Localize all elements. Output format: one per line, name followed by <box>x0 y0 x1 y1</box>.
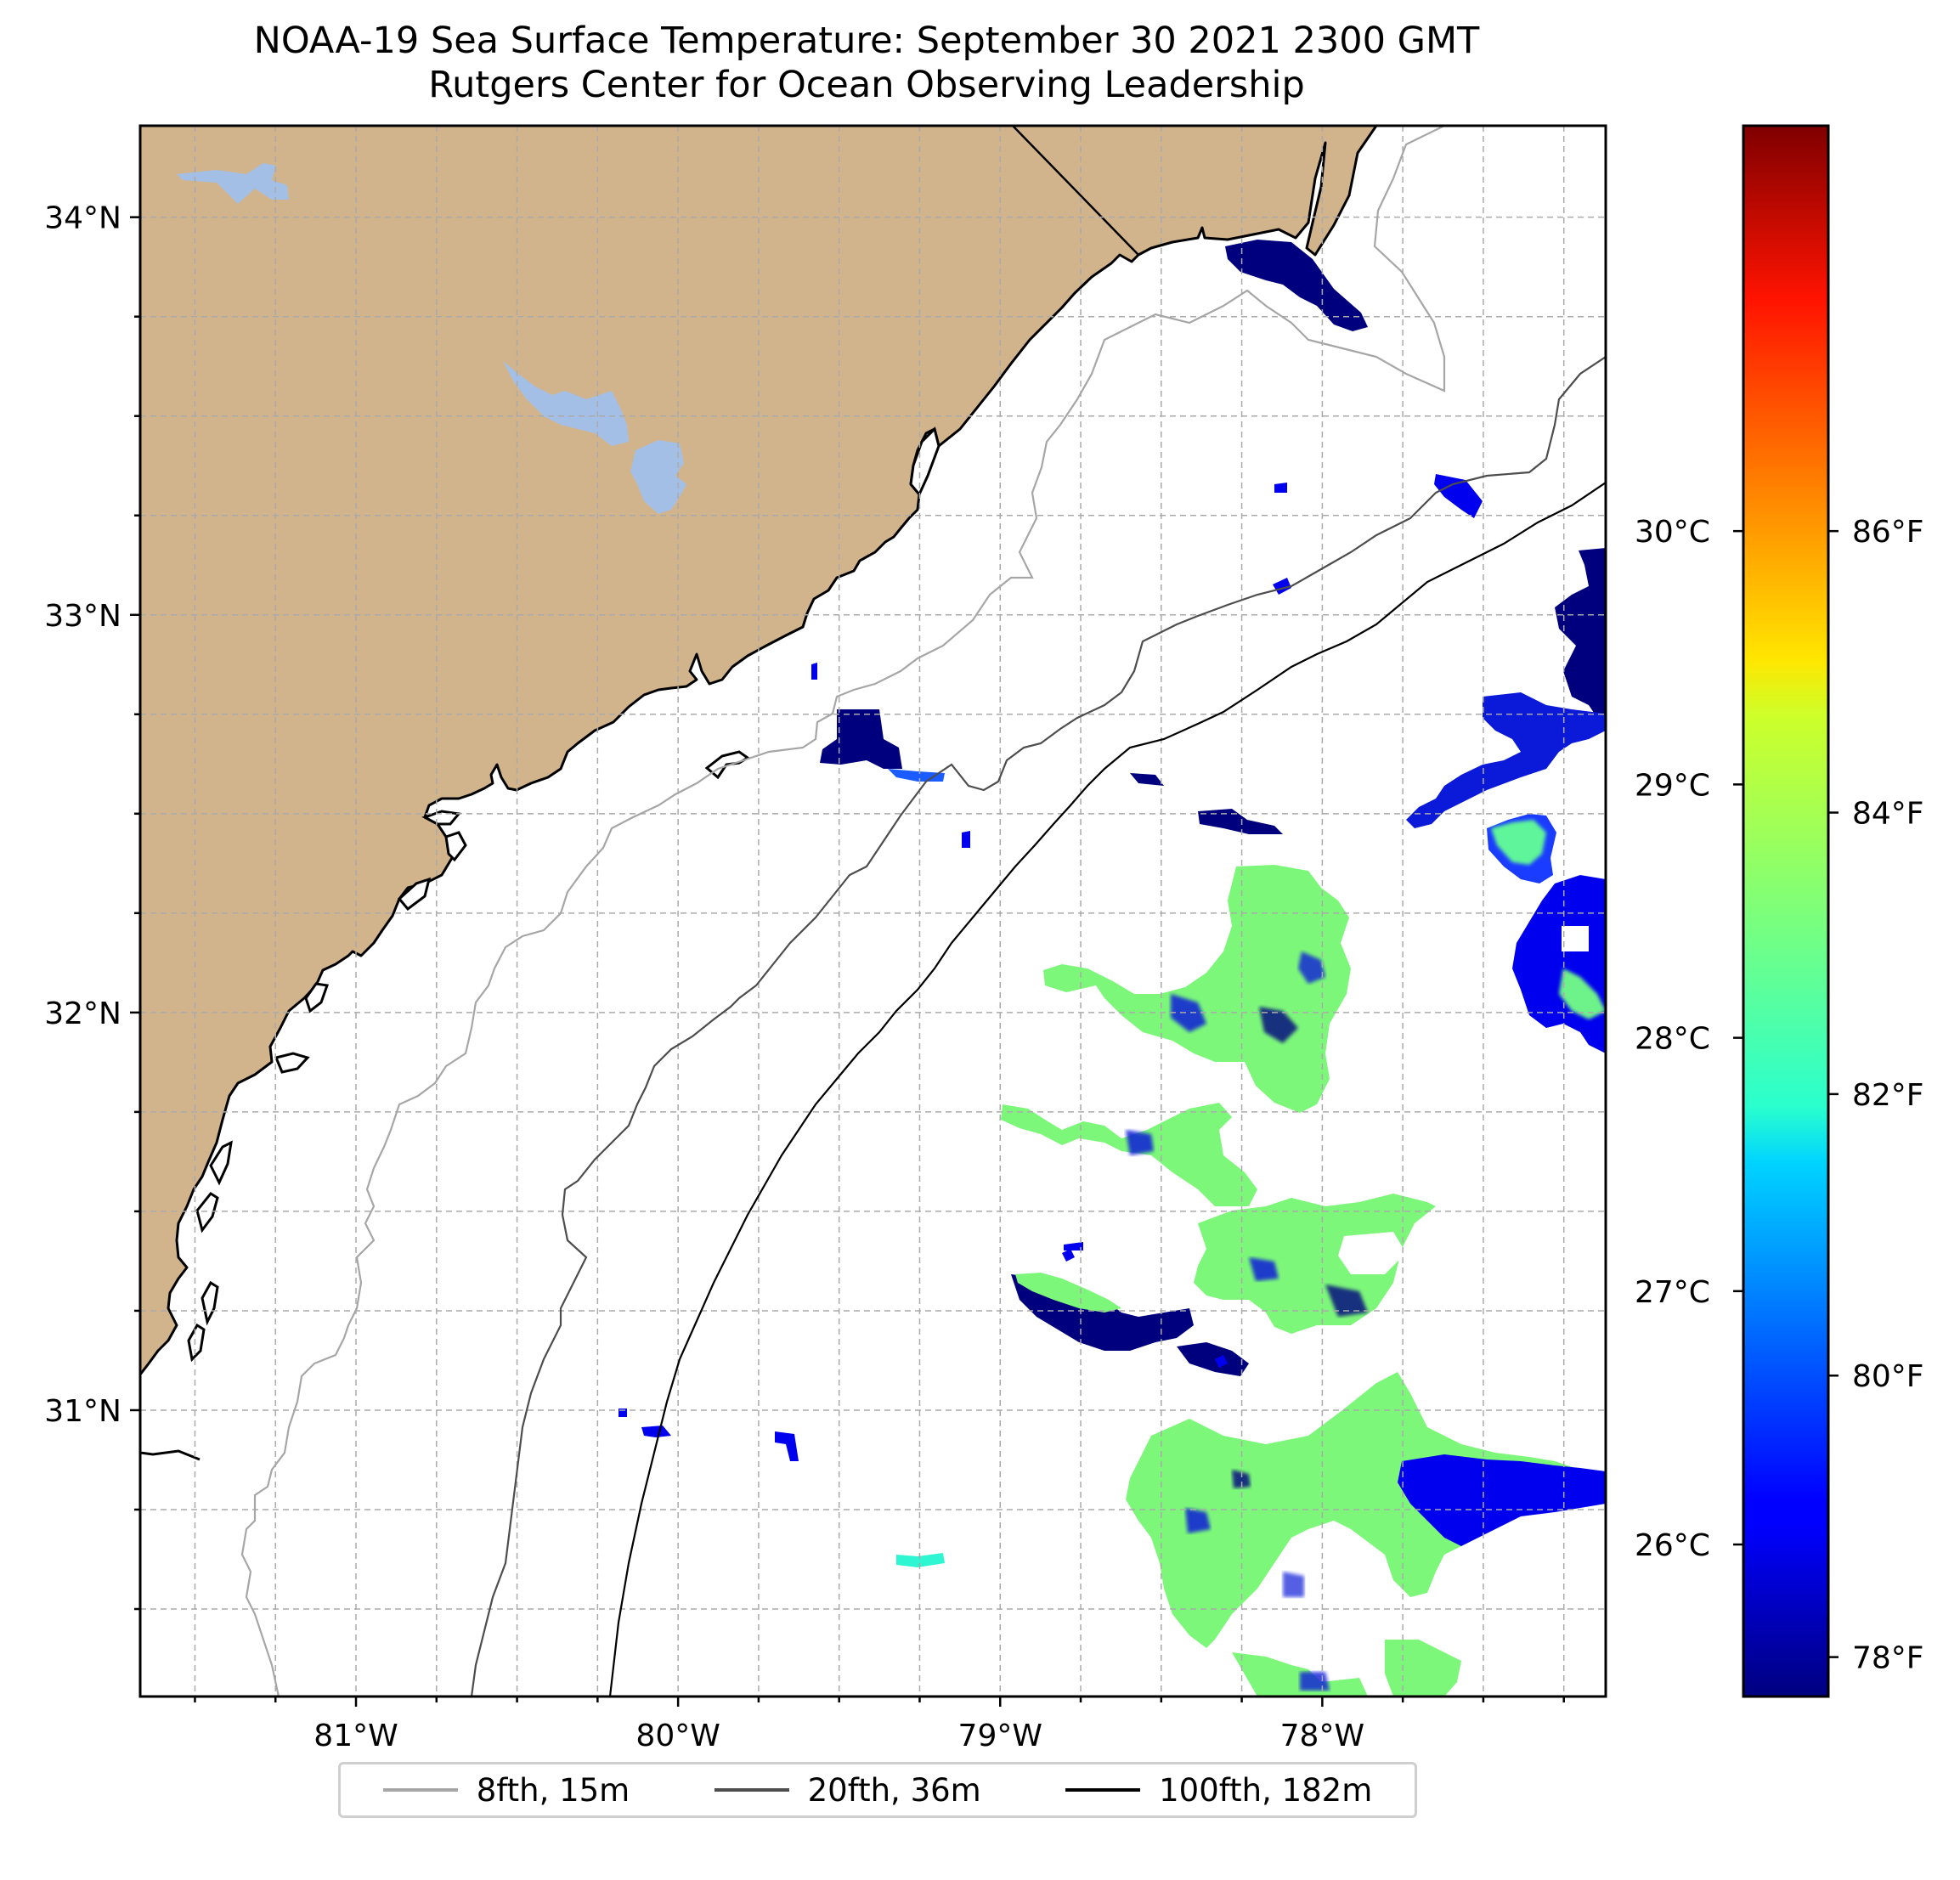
colorbar-label-fahrenheit: 86°F <box>1852 515 1924 550</box>
state-border <box>1012 126 1139 256</box>
colorbar-label-celsius: 26°C <box>1635 1528 1710 1563</box>
sst-patch <box>1559 968 1606 1019</box>
colorbar-ticks: 30°C 29°C 28°C 27°C 26°C 86°F 84°F 82°F 80°F 78°F <box>1635 515 1924 1675</box>
sst-patch <box>1259 1007 1298 1043</box>
colorbar-label-fahrenheit: 78°F <box>1852 1641 1924 1676</box>
sst-patch <box>1171 994 1206 1032</box>
sst-patch <box>1562 926 1589 951</box>
sst-patch <box>1043 865 1351 1113</box>
sst-patch <box>820 709 902 769</box>
sst-patch <box>1406 692 1606 828</box>
y-tick-label: 33°N <box>44 599 121 634</box>
sst-patch <box>1555 548 1606 731</box>
legend-item-20fth: 20fth, 36m <box>714 1771 981 1809</box>
isobath-8fth <box>240 126 1446 1697</box>
x-tick-label: 78°W <box>1280 1719 1364 1753</box>
sst-patch <box>1398 1454 1606 1546</box>
axis-ticks: 81°W 80°W 79°W 78°W 34°N 33°N 32°N 31°N <box>44 201 1565 1753</box>
x-tick-label: 80°W <box>635 1719 720 1753</box>
sst-patch <box>1274 483 1287 493</box>
title-line-2: Rutgers Center for Ocean Observing Leade… <box>428 64 1305 106</box>
y-tick-label: 32°N <box>44 996 121 1031</box>
sst-patch <box>1225 240 1368 331</box>
colorbar-label-fahrenheit: 84°F <box>1852 797 1924 832</box>
sst-patch <box>1298 951 1325 984</box>
sst-patch <box>775 1431 799 1461</box>
colorbar-label-fahrenheit: 82°F <box>1852 1078 1924 1113</box>
colorbar-label-fahrenheit: 80°F <box>1852 1359 1924 1394</box>
sst-patch <box>1015 1273 1121 1313</box>
title-line-1: NOAA-19 Sea Surface Temperature: Septemb… <box>253 20 1480 62</box>
y-tick-label: 31°N <box>44 1394 121 1429</box>
sst-patch <box>1385 1640 1461 1697</box>
sst-patch <box>1232 1470 1251 1488</box>
sst-patch <box>1283 1572 1304 1597</box>
coastal-island <box>444 831 467 862</box>
sst-patch <box>1064 1242 1083 1251</box>
colorbar <box>1742 124 1830 1698</box>
colorbar-label-celsius: 28°C <box>1635 1022 1710 1057</box>
x-tick-label: 79°W <box>958 1719 1042 1753</box>
state-border <box>140 1449 201 1461</box>
legend-label: 100fth, 182m <box>1159 1771 1373 1809</box>
coastal-island <box>209 1140 233 1186</box>
sst-patch <box>1491 820 1546 865</box>
coastal-island <box>909 426 940 497</box>
colorbar-label-celsius: 30°C <box>1635 515 1710 550</box>
legend-item-8fth: 8fth, 15m <box>382 1771 630 1809</box>
map-frame <box>138 124 1607 1698</box>
figure-title: NOAA-19 Sea Surface Temperature: Septemb… <box>0 19 1733 107</box>
lake <box>177 163 289 204</box>
y-tick-label: 34°N <box>44 201 121 236</box>
sst-patch <box>1177 1342 1249 1376</box>
gridlines <box>140 126 1606 1697</box>
sst-patch <box>1325 1284 1368 1317</box>
sst-patch <box>896 1553 945 1567</box>
sst-patch <box>811 663 817 680</box>
legend-swatch <box>714 1788 789 1792</box>
sst-patch <box>1434 474 1483 518</box>
map-area <box>140 126 1606 1697</box>
colorbar-label-celsius: 29°C <box>1635 768 1710 803</box>
sst-patch <box>1185 1508 1211 1533</box>
coastal-island <box>421 810 461 826</box>
legend-swatch <box>1065 1788 1141 1792</box>
lake <box>630 440 686 514</box>
colorbar-label-celsius: 27°C <box>1635 1275 1710 1310</box>
legend: 8fth, 15m 20fth, 36m 100fth, 182m <box>338 1762 1417 1818</box>
legend-label: 20fth, 36m <box>807 1771 981 1809</box>
sst-patch <box>1194 1194 1436 1334</box>
sst-patch <box>1215 1355 1228 1368</box>
sst-patch <box>1338 1232 1406 1274</box>
legend-item-100fth: 100fth, 182m <box>1065 1772 1372 1809</box>
sst-patch <box>962 831 970 848</box>
sst-patch <box>1062 1249 1075 1262</box>
coastal-island <box>274 1052 310 1074</box>
sst-patch <box>1300 1672 1330 1691</box>
coastal-island <box>187 1323 206 1363</box>
sst-patch <box>1001 1103 1257 1206</box>
legend-swatch <box>382 1788 458 1792</box>
sst-patch <box>1198 809 1283 834</box>
legend-label: 8fth, 15m <box>476 1771 630 1809</box>
sst-patch <box>1126 1130 1154 1155</box>
coastal-island <box>397 877 432 912</box>
land-mass <box>140 126 1378 1376</box>
coastal-island <box>201 1280 219 1326</box>
sst-patch <box>1249 1257 1279 1281</box>
isobath-20fth <box>470 356 1606 1697</box>
sst-patch <box>1130 773 1164 786</box>
coastal-island <box>304 982 330 1013</box>
sst-patch <box>641 1426 671 1437</box>
x-tick-label: 81°W <box>313 1719 398 1753</box>
isobath-100fth <box>608 482 1606 1697</box>
